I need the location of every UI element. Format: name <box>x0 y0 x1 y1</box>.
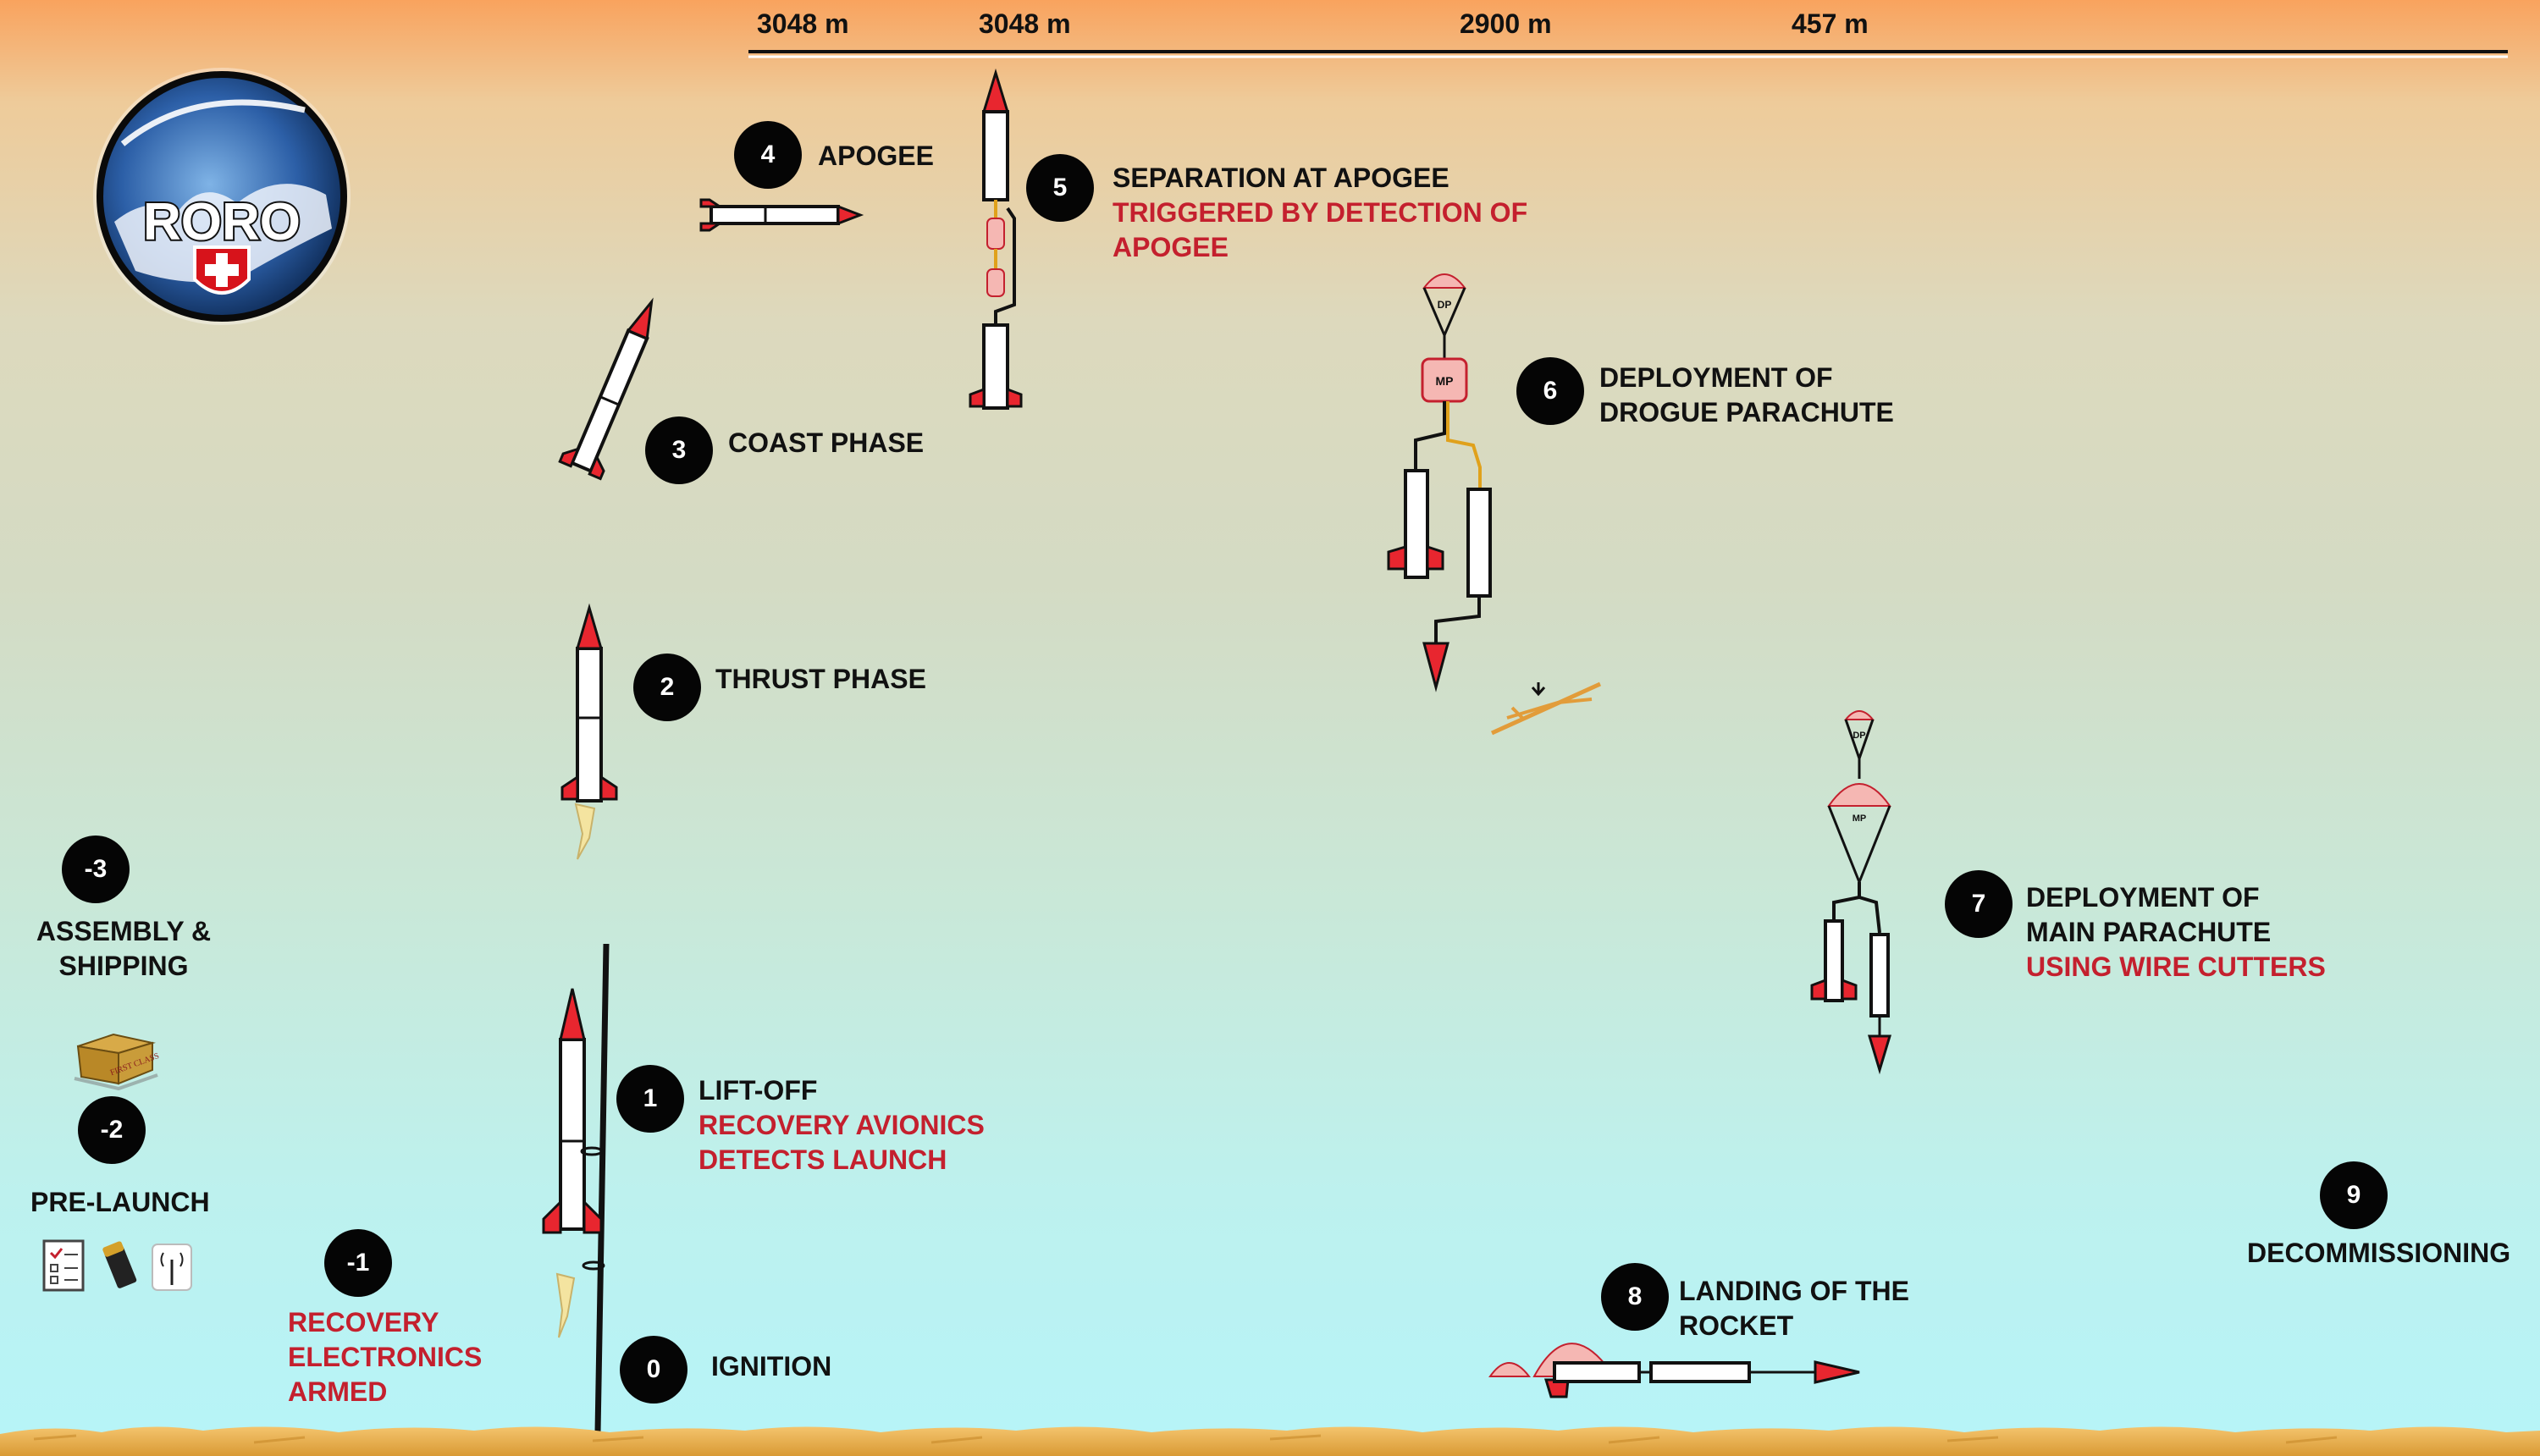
antenna-icon <box>152 1244 192 1291</box>
step-label-liftoff: LIFT-OFF RECOVERY AVIONICS DETECTS LAUNC… <box>698 1075 985 1175</box>
step-label-drogue: DEPLOYMENT OF DROGUE PARACHUTE <box>1599 362 1894 427</box>
altitude-label-main: 457 m <box>1792 8 1869 39</box>
step-label-apogee: APOGEE <box>818 141 934 171</box>
step-badge-9: 9 <box>2320 1161 2388 1229</box>
step-badge-3: 3 <box>645 416 713 484</box>
svg-text:DP: DP <box>1853 731 1865 741</box>
step-label-thrust: THRUST PHASE <box>715 664 926 694</box>
step-label-landing: LANDING OF THE ROCKET <box>1679 1276 1909 1341</box>
altitude-scale <box>748 50 2508 58</box>
step-badge-minus3: -3 <box>62 836 130 903</box>
step-badge-minus2: -2 <box>78 1096 146 1164</box>
svg-text:RORO: RORO <box>143 193 301 251</box>
step-badge-0: 0 <box>620 1336 687 1404</box>
altitude-label-separation: 3048 m <box>979 8 1071 39</box>
rocket-apogee <box>699 198 864 232</box>
altitude-label-apogee: 3048 m <box>757 8 849 39</box>
launch-rail <box>594 943 610 1433</box>
svg-text:DP: DP <box>1438 299 1452 311</box>
glider-plane-icon <box>1490 681 1602 736</box>
rocket-thrust <box>560 603 618 860</box>
step-badge-8: 8 <box>1601 1263 1669 1331</box>
step-label-separation: SEPARATION AT APOGEE TRIGGERED BY DETECT… <box>1113 163 1528 262</box>
step-label-assembly: ASSEMBLY & SHIPPING <box>36 916 212 981</box>
step-label-ignition: IGNITION <box>711 1351 832 1382</box>
step-label-decommissioning: DECOMMISSIONING <box>2247 1238 2511 1268</box>
step-badge-minus1: -1 <box>324 1229 392 1297</box>
sand-ground <box>0 1426 2540 1456</box>
step-badge-5: 5 <box>1026 154 1094 222</box>
step-badge-7: 7 <box>1945 870 2013 938</box>
roro-logo-icon: RORO <box>93 68 351 325</box>
svg-text:MP: MP <box>1853 813 1867 824</box>
altitude-label-drogue: 2900 m <box>1460 8 1552 39</box>
step-badge-6: 6 <box>1516 357 1584 425</box>
step-badge-1: 1 <box>616 1065 684 1133</box>
step-label-coast: COAST PHASE <box>728 427 925 458</box>
step-label-main-chute: DEPLOYMENT OF MAIN PARACHUTE USING WIRE … <box>2026 882 2326 982</box>
drogue-deployment: DP MP <box>1387 273 1492 692</box>
step-badge-4: 4 <box>734 121 802 189</box>
main-deployment: DP MP <box>1810 710 1892 1075</box>
rocket-liftoff <box>542 988 605 1338</box>
checklist-icon <box>42 1239 85 1292</box>
rocket-coast <box>558 297 654 481</box>
landed-rocket <box>1488 1343 1860 1398</box>
battery-icon <box>102 1241 137 1288</box>
step-badge-2: 2 <box>633 654 701 721</box>
step-label-electronics-armed: RECOVERY ELECTRONICS ARMED <box>288 1307 483 1407</box>
svg-text:MP: MP <box>1436 374 1454 388</box>
step-label-prelaunch: PRE-LAUNCH <box>30 1187 210 1217</box>
rocket-separation <box>969 68 1023 410</box>
shipping-box-icon: FIRST CLASS <box>74 1033 161 1091</box>
